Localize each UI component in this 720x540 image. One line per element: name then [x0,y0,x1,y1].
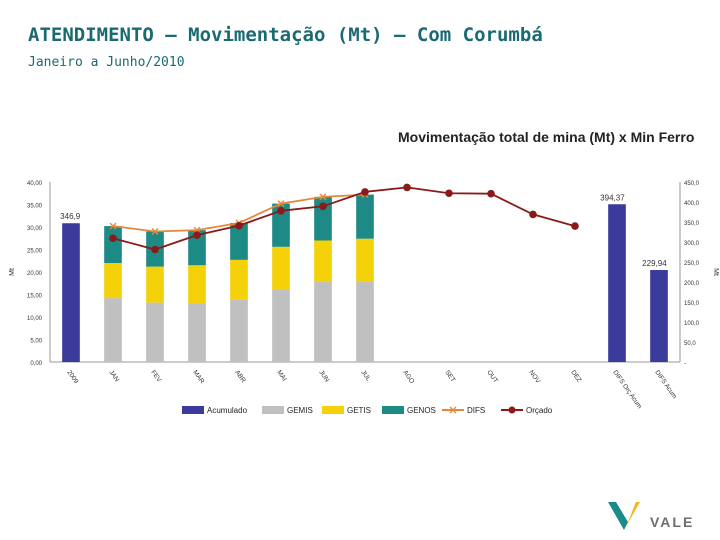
y-tick-right: 400,0 [684,201,700,207]
legend-marker [508,406,516,414]
x-tick-label: DIFS Acum [653,369,678,400]
point-difs [151,228,159,235]
point-orcado [319,202,327,211]
legend-label: DIFS [467,406,485,415]
legend-swatch [262,406,284,414]
x-tick-label: AGO [401,369,415,385]
y-tick-left: 10,00 [27,316,43,322]
y-tick-right: 300,0 [684,241,700,247]
bar-genos [272,203,290,247]
point-orcado [193,231,201,239]
legend-swatch [182,406,204,414]
bar-acumulado [650,270,668,362]
legend-label: GETIS [347,406,371,415]
legend-label: GENOS [407,406,436,415]
x-tick-label: FEV [149,369,162,384]
x-tick-label: OUT [485,369,499,384]
y-tick-right: 150,0 [684,301,700,307]
data-label: 394,37 [600,193,625,202]
x-tick-label: MAR [191,369,205,385]
legend-swatch [322,406,344,414]
point-orcado [109,234,117,243]
chart: Movimentação total de mina (Mt) x Min Fe… [9,129,719,415]
point-orcado [529,210,537,219]
y-tick-right: 250,0 [684,261,700,267]
x-tick-label: JUN [317,369,330,384]
x-tick-label: JAN [107,369,120,383]
point-orcado [361,188,369,196]
bar-getis [188,265,206,304]
legend-label: Acumulado [207,406,248,415]
line-orcado [112,186,576,251]
point-orcado [277,207,285,215]
bar-gemis [104,298,122,362]
y-tick-left: 0,00 [30,361,42,367]
bar-genos [356,194,374,239]
legend-label: GEMIS [287,406,313,415]
point-orcado [487,189,495,198]
bar-getis [146,266,164,303]
legend-swatch [382,406,404,414]
x-tick-label: SET [443,369,456,383]
legend-label: Orçado [526,406,553,415]
point-difs [109,222,117,230]
y-axis-right-label: Mt [712,268,719,276]
point-difs [319,193,327,201]
y-tick-right: 200,0 [684,281,700,287]
point-orcado [403,183,411,192]
y-tick-left: 20,00 [27,271,43,277]
y-tick-right: 50,0 [684,341,696,347]
slide-title: ATENDIMENTO – Movimentação (Mt) – Com Co… [28,24,543,46]
point-orcado [571,222,579,230]
bar-getis [314,240,332,282]
y-tick-right: 450,0 [684,181,700,187]
bar-getis [230,259,248,300]
bar-gemis [146,302,164,362]
bar-gemis [356,281,374,362]
y-axis-left-label: Mt [9,268,16,276]
bar-gemis [314,281,332,362]
slide-subtitle: Janeiro a Junho/2010 [28,55,185,70]
bar-acumulado [62,223,80,362]
data-label: 346,9 [60,212,81,221]
y-tick-left: 40,00 [27,181,43,187]
x-tick-label: DIFS Orç Acum [611,369,643,410]
bar-acumulado [608,204,626,362]
vale-logo-text: VALE [650,514,695,530]
point-orcado [151,245,159,254]
y-tick-right: - [684,361,686,367]
y-tick-left: 35,00 [27,204,43,210]
vale-logo-icon [608,502,640,530]
bar-gemis [272,289,290,362]
bar-getis [272,246,290,290]
y-tick-right: 350,0 [684,221,700,227]
x-tick-label: JUL [359,369,372,383]
y-tick-left: 5,00 [30,339,42,345]
y-tick-right: 100,0 [684,321,700,327]
bar-gemis [230,299,248,362]
bar-genos [314,196,332,241]
bar-gemis [188,303,206,362]
point-orcado [445,189,453,198]
x-tick-label: MAI [275,369,287,383]
y-tick-left: 25,00 [27,249,43,255]
x-tick-label: 2009 [65,369,79,385]
chart-title: Movimentação total de mina (Mt) x Min Fe… [398,129,694,145]
bar-genos [230,222,248,260]
point-orcado [235,221,243,230]
x-tick-label: NOV [527,369,541,385]
x-tick-label: DEZ [569,369,582,384]
legend-marker [449,406,457,414]
bar-genos [188,230,206,266]
data-label: 229,94 [642,259,667,268]
y-tick-left: 30,00 [27,226,43,232]
bar-getis [104,263,122,299]
bar-genos [104,226,122,263]
x-tick-label: ABR [233,369,247,384]
bar-getis [356,238,374,282]
y-tick-left: 15,00 [27,294,43,300]
point-difs [277,200,285,208]
